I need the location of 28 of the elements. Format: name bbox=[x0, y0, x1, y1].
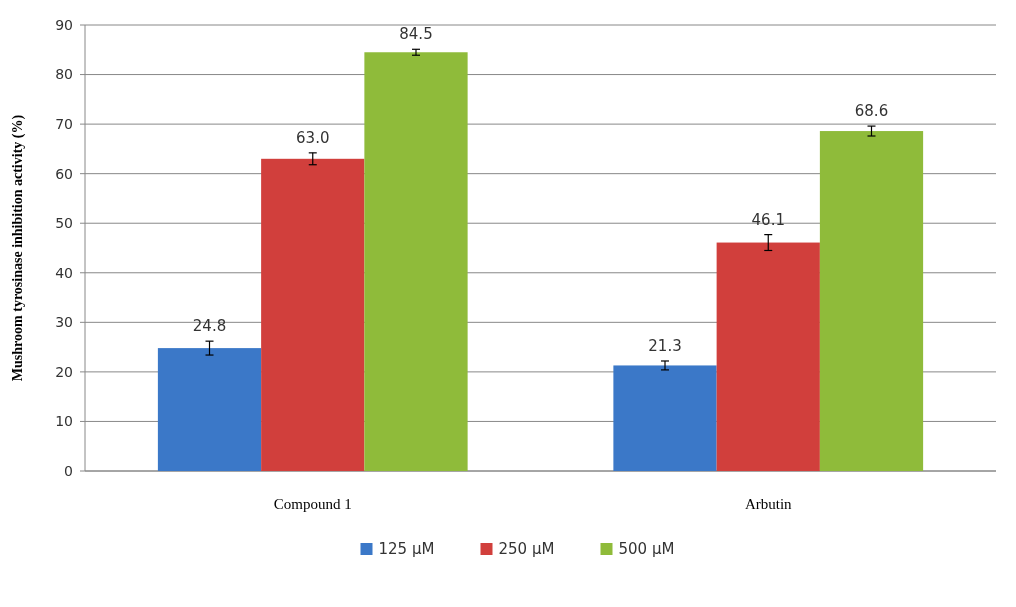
y-tick-label: 80 bbox=[55, 66, 73, 83]
y-tick-label: 0 bbox=[64, 462, 73, 479]
data-label: 63.0 bbox=[296, 128, 330, 147]
legend-label: 500 μM bbox=[618, 540, 675, 559]
bar bbox=[157, 348, 262, 471]
y-tick-label: 70 bbox=[55, 116, 73, 133]
x-tick-label: Compound 1 bbox=[273, 496, 352, 512]
bar bbox=[613, 365, 717, 471]
bar bbox=[364, 52, 468, 471]
data-label: 68.6 bbox=[854, 102, 889, 121]
y-axis-title: Mushroom tyrosinase inhibition activity (%) bbox=[10, 114, 26, 382]
bar bbox=[716, 242, 820, 471]
y-tick-label: 40 bbox=[55, 264, 73, 281]
data-label: 84.5 bbox=[399, 25, 433, 44]
data-label: 24.8 bbox=[192, 317, 227, 336]
y-tick-label: 90 bbox=[55, 16, 73, 33]
data-label: 46.1 bbox=[751, 210, 785, 229]
legend-label: 125 μM bbox=[378, 540, 435, 559]
bar bbox=[819, 131, 924, 471]
data-label: 21.3 bbox=[648, 336, 682, 355]
y-tick-label: 50 bbox=[55, 215, 73, 232]
y-tick-label: 10 bbox=[55, 413, 73, 430]
x-tick-label: Arbutin bbox=[744, 496, 793, 512]
y-tick-label: 30 bbox=[55, 314, 73, 331]
y-tick-label: 20 bbox=[55, 363, 73, 380]
legend-label: 250 μM bbox=[498, 540, 555, 559]
y-tick-label: 60 bbox=[55, 165, 73, 182]
bar bbox=[261, 158, 365, 471]
